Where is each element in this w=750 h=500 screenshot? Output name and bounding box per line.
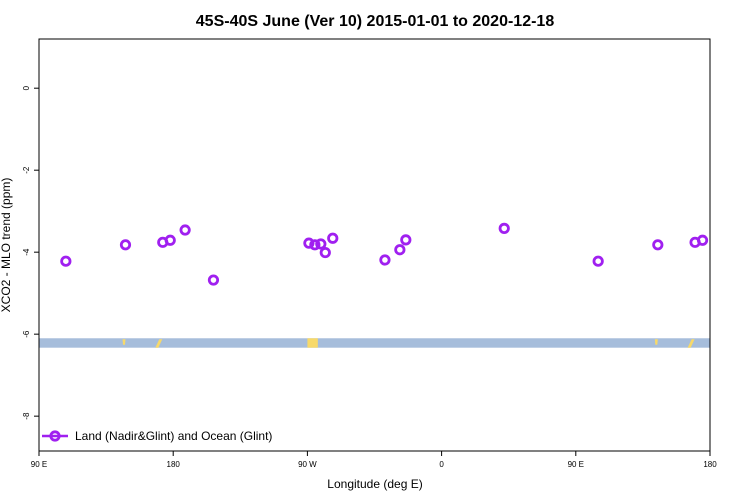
data-point (179, 224, 191, 236)
surface-band-land-1 (155, 339, 163, 348)
plot-area (39, 222, 710, 348)
data-point (309, 239, 321, 251)
data-point (119, 239, 132, 251)
legend-marker (49, 430, 61, 442)
x-tick-label: 90 W (298, 460, 317, 469)
y-tick-label: 0 (22, 85, 31, 90)
data-point (319, 246, 331, 259)
surface-band-ocean (39, 338, 710, 348)
data-point (207, 274, 220, 286)
x-tick-label: 180 (703, 460, 717, 469)
data-point (592, 255, 604, 267)
y-tick-label: -8 (22, 412, 31, 420)
data-point (400, 234, 412, 246)
surface-band-land-2 (307, 338, 318, 348)
plot-frame (38, 38, 711, 452)
legend-label: Land (Nadir&Glint) and Ocean (Glint) (75, 429, 272, 443)
surface-band-land-3 (654, 339, 658, 345)
y-tick-label: -4 (22, 248, 31, 256)
data-point (379, 254, 391, 266)
data-point (60, 255, 72, 267)
y-axis-label: XCO2 - MLO trend (ppm) (0, 178, 13, 313)
data-point (696, 234, 709, 246)
data-point (303, 237, 315, 249)
chart-title: 45S-40S June (Ver 10) 2015-01-01 to 2020… (196, 13, 555, 30)
data-point (327, 232, 339, 244)
data-point (164, 234, 176, 246)
x-axis: 90 E 180 90 W 0 90 E 180 (31, 451, 717, 469)
x-tick-label: 0 (439, 460, 444, 469)
y-tick-label: -6 (22, 330, 31, 338)
x-tick-label: 90 E (568, 460, 584, 469)
data-point (394, 244, 406, 256)
x-tick-label: 180 (167, 460, 181, 469)
x-axis-label: Longitude (deg E) (327, 477, 422, 491)
surface-band-land-0 (122, 339, 126, 345)
legend: Land (Nadir&Glint) and Ocean (Glint) (42, 429, 272, 443)
surface-band-land-4 (687, 339, 695, 348)
y-axis: 0 -2 -4 -6 -8 (22, 85, 39, 420)
x-tick-label: 90 E (31, 460, 47, 469)
data-point (652, 239, 664, 251)
y-tick-label: -2 (22, 166, 31, 174)
data-point (498, 222, 510, 234)
data-point (315, 238, 327, 250)
